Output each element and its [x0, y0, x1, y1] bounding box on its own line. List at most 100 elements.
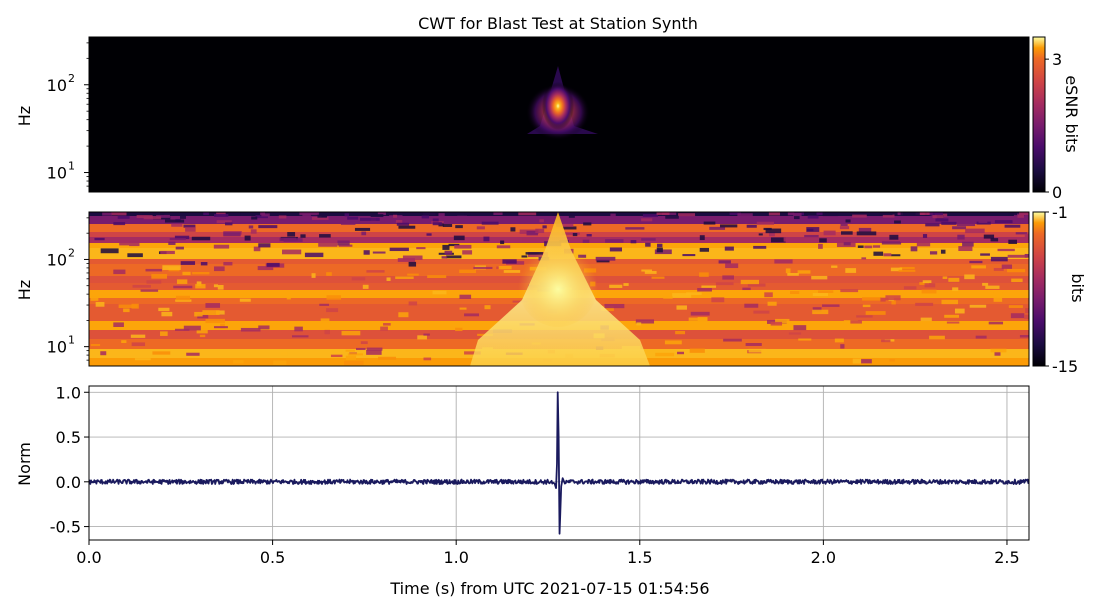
speckle — [213, 266, 225, 272]
speckle — [500, 240, 505, 245]
speckle — [623, 283, 629, 286]
speckle — [919, 282, 930, 285]
speckle — [819, 238, 827, 243]
speckle — [283, 238, 303, 242]
speckle — [300, 234, 306, 238]
speckle — [775, 318, 790, 324]
speckle — [758, 233, 763, 236]
speckle — [878, 212, 893, 216]
speckle — [200, 262, 208, 266]
speckle — [195, 284, 206, 289]
speckle — [899, 237, 919, 243]
speckle — [192, 272, 210, 275]
speckle — [686, 292, 702, 295]
speckle — [121, 340, 127, 344]
speckle — [918, 212, 933, 216]
speckle — [839, 226, 850, 230]
speckle — [542, 225, 547, 229]
speckle — [656, 247, 663, 253]
speckle — [216, 220, 232, 224]
speckle — [226, 212, 241, 216]
speckle — [915, 302, 934, 306]
speckle — [476, 226, 485, 230]
speckle — [344, 213, 349, 217]
speckle — [932, 215, 944, 219]
speckle — [770, 237, 786, 243]
speckle — [397, 258, 416, 262]
speckle — [940, 249, 946, 254]
speckle — [326, 308, 339, 313]
speckle — [258, 243, 271, 248]
y-tick-label: 10 — [47, 164, 67, 183]
y-tick-label: 1.0 — [56, 383, 81, 402]
speckle — [441, 256, 448, 259]
speckle — [338, 244, 353, 247]
speckle — [964, 274, 975, 280]
speckle — [386, 277, 391, 281]
speckle — [175, 246, 184, 250]
speckle — [146, 280, 162, 284]
speckle — [783, 237, 804, 242]
speckle — [994, 220, 1013, 224]
power-y-axis-label: Hz — [15, 280, 34, 300]
speckle — [175, 295, 191, 301]
speckle — [682, 254, 696, 257]
power-transient-glow — [518, 243, 598, 327]
speckle — [493, 212, 503, 216]
speckle — [324, 329, 330, 335]
speckle — [744, 303, 759, 308]
speckle — [598, 219, 618, 223]
speckle — [380, 326, 388, 331]
speckle — [462, 250, 473, 255]
speckle — [845, 268, 857, 273]
speckle — [442, 244, 450, 250]
speckle — [980, 253, 990, 256]
speckle — [496, 245, 511, 249]
speckle — [378, 356, 397, 360]
y-tick-label: 10 — [47, 338, 67, 357]
speckle — [1008, 239, 1017, 244]
x-tick-label: 0.0 — [76, 548, 101, 567]
speckle — [596, 259, 610, 263]
speckle — [703, 221, 716, 225]
speckle — [985, 285, 1000, 289]
speckle — [983, 234, 995, 239]
power-axes-frame — [88, 211, 1030, 367]
speckle — [498, 265, 512, 270]
speckle — [464, 313, 480, 317]
speckle — [180, 261, 196, 265]
speckle — [454, 244, 472, 249]
speckle — [990, 348, 1007, 353]
speckle — [756, 221, 775, 225]
speckle — [214, 326, 228, 329]
speckle — [171, 223, 183, 227]
speckle — [360, 341, 368, 345]
speckle — [253, 246, 261, 252]
speckle — [595, 256, 616, 261]
speckle — [812, 293, 829, 297]
waveform-axes-frame — [88, 385, 1030, 541]
x-axis-label: Time (s) from UTC 2021-07-15 01:54:56 — [389, 579, 709, 598]
speckle — [432, 218, 439, 222]
speckle — [393, 214, 398, 218]
speckle — [605, 239, 624, 243]
speckle — [722, 275, 734, 280]
speckle — [610, 213, 616, 217]
speckle — [881, 241, 902, 245]
speckle — [94, 237, 105, 241]
speckle — [604, 303, 625, 309]
speckle — [1025, 214, 1029, 218]
speckle — [942, 276, 948, 279]
speckle — [881, 339, 891, 343]
speckle — [337, 240, 350, 246]
speckle — [900, 212, 920, 216]
speckle — [562, 226, 577, 230]
speckle — [941, 299, 959, 305]
speckle — [182, 271, 191, 276]
speckle — [665, 215, 679, 219]
speckle — [311, 216, 329, 220]
speckle — [753, 310, 770, 314]
speckle — [311, 273, 316, 278]
